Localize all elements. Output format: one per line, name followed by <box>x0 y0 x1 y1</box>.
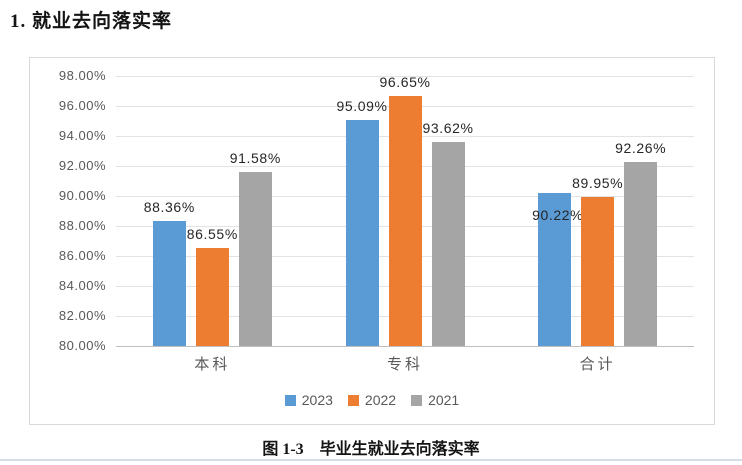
legend-label: 2023 <box>301 392 333 408</box>
data-label: 86.55% <box>186 225 238 242</box>
data-label: 89.95% <box>572 174 624 191</box>
y-axis-tick-label: 80.00% <box>58 338 106 353</box>
legend-item-2023: 2023 <box>284 392 333 408</box>
bar-2022-专科 <box>388 96 422 346</box>
y-axis-tick-label: 92.00% <box>58 158 106 173</box>
y-axis-tick-label: 90.00% <box>58 188 106 203</box>
gridline <box>116 76 694 77</box>
bar-2021-合计 <box>624 162 658 346</box>
legend-label: 2021 <box>428 392 460 408</box>
bar-2021-专科 <box>431 141 465 346</box>
legend-item-2022: 2022 <box>347 392 397 408</box>
section-heading: 1. 就业去向落实率 <box>10 11 173 32</box>
y-axis-tick-label: 84.00% <box>58 278 106 293</box>
bar-2023-本科 <box>152 220 186 346</box>
y-axis-tick-label: 94.00% <box>58 128 106 143</box>
category-label: 专科 <box>386 356 423 373</box>
data-label: 96.65% <box>379 74 431 91</box>
chart-legend: 2023 2022 2021 <box>30 392 714 408</box>
legend-swatch-icon <box>284 394 296 406</box>
data-label: 91.58% <box>229 150 281 167</box>
data-label: 92.26% <box>615 140 667 157</box>
figure-number: 图 1-3 <box>262 441 304 458</box>
y-axis-tick-label: 98.00% <box>58 68 106 83</box>
figure-caption: 图 1-3 毕业生就业去向落实率 <box>0 435 742 459</box>
y-axis-tick-label: 88.00% <box>58 218 106 233</box>
figure-title: 毕业生就业去向落实率 <box>319 441 480 458</box>
legend-swatch-icon <box>347 394 359 406</box>
legend-item-2021: 2021 <box>411 392 459 408</box>
bar-2023-专科 <box>345 119 379 346</box>
legend-label: 2022 <box>364 392 397 408</box>
y-axis-tick-label: 96.00% <box>58 98 106 113</box>
page-divider <box>0 459 742 461</box>
category-label: 本科 <box>194 356 231 373</box>
data-label: 95.09% <box>336 97 388 114</box>
data-label: 90.22% <box>532 206 584 223</box>
y-axis-tick-label: 86.00% <box>58 248 106 263</box>
legend-swatch-icon <box>411 394 423 406</box>
bar-2022-本科 <box>195 247 229 346</box>
plot-area: 88.36% 86.55% 91.58% 95.09% 96.65% 93.62% 90.2… <box>116 74 694 347</box>
bar-2023-合计 <box>538 192 572 346</box>
y-axis-tick-label: 82.00% <box>58 308 106 323</box>
bar-2021-本科 <box>238 172 272 346</box>
category-label: 合计 <box>579 356 616 373</box>
data-label: 93.62% <box>422 119 474 136</box>
data-label: 88.36% <box>143 198 195 215</box>
employment-rate-chart: 88.36% 86.55% 91.58% 95.09% 96.65% 93.62% 90.2… <box>29 57 715 425</box>
gridline <box>116 346 694 347</box>
bar-2022-合计 <box>581 196 615 346</box>
